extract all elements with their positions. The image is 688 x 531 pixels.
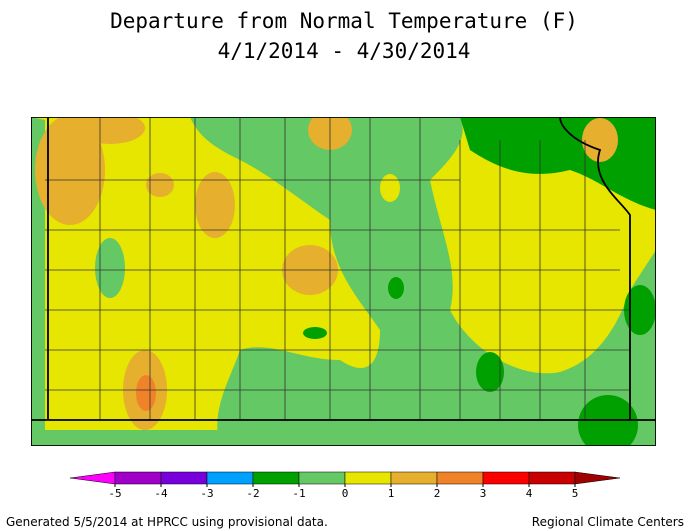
legend-tick-label: 1: [388, 487, 395, 500]
legend-tick-label: 5: [572, 487, 579, 500]
legend-tick-label: 2: [434, 487, 441, 500]
legend-bin: [252, 471, 300, 485]
legend-tick-label: 3: [480, 487, 487, 500]
legend-bin: [298, 471, 346, 485]
legend-bin: [160, 471, 208, 485]
legend-bin: [344, 471, 392, 485]
footer-left: Generated 5/5/2014 at HPRCC using provis…: [6, 515, 328, 529]
map: [31, 117, 656, 446]
legend-bin: [114, 471, 162, 485]
legend-bin: [206, 471, 254, 485]
subtitle: 4/1/2014 - 4/30/2014: [218, 39, 471, 63]
legend-tick-label: -4: [154, 487, 168, 500]
title: Departure from Normal Temperature (F): [110, 9, 578, 33]
legend-arrow-low: [69, 471, 116, 485]
legend-arrow-high: [574, 471, 621, 485]
legend-bin: [436, 471, 484, 485]
legend-bin: [482, 471, 530, 485]
legend-bin: [390, 471, 438, 485]
legend: -5 -4 -3 -2 -1 0 1 2 3 4 5: [69, 471, 621, 500]
legend-tick-label: -1: [292, 487, 305, 500]
legend-tick-label: -3: [200, 487, 213, 500]
footer-right: Regional Climate Centers: [532, 515, 684, 529]
legend-tick-label: 0: [342, 487, 349, 500]
legend-tick-label: -5: [108, 487, 121, 500]
legend-tick-label: 4: [526, 487, 533, 500]
legend-tick-label: -2: [246, 487, 259, 500]
legend-bin: [528, 471, 576, 485]
